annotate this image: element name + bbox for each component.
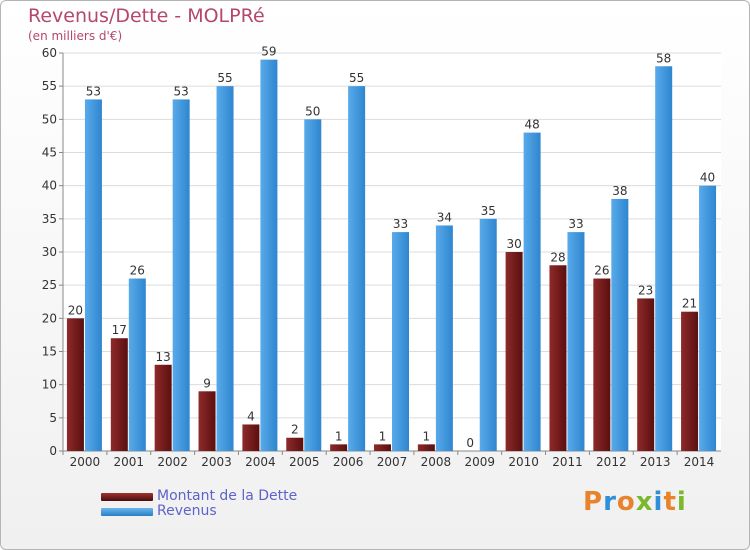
- legend-label-dette: Montant de la Dette: [157, 488, 298, 504]
- data-label-revenus: 55: [217, 71, 232, 85]
- bar-revenus: [260, 59, 278, 452]
- data-label-revenus: 33: [568, 217, 583, 231]
- chart-title: Revenus/Dette - MOLPRé: [28, 5, 265, 27]
- bar-revenus: [699, 185, 717, 451]
- legend-swatch-dette: [101, 493, 153, 501]
- y-tick-label: 20: [42, 311, 57, 325]
- bar-revenus: [567, 232, 585, 451]
- x-tick-label: 2014: [684, 455, 715, 469]
- legend-label-revenus: Revenus: [157, 503, 217, 519]
- bar-revenus: [523, 132, 541, 451]
- bar-revenus: [128, 278, 146, 451]
- bar-dette: [66, 318, 84, 451]
- data-label-revenus: 35: [481, 204, 496, 218]
- data-label-revenus: 40: [700, 171, 715, 185]
- data-label-revenus: 53: [86, 84, 101, 98]
- data-label-dette: 30: [506, 237, 521, 251]
- data-label-dette: 13: [156, 350, 171, 364]
- legend-swatch-revenus: [101, 508, 153, 516]
- data-label-revenus: 33: [393, 217, 408, 231]
- chart-subtitle: (en milliers d'€): [28, 29, 123, 43]
- bar-revenus: [435, 225, 453, 451]
- bar-revenus: [304, 119, 322, 451]
- data-label-dette: 1: [423, 429, 431, 443]
- bar-dette: [593, 278, 611, 451]
- data-label-dette: 26: [594, 264, 609, 278]
- bar-revenus: [216, 86, 234, 452]
- data-label-dette: 20: [68, 303, 83, 317]
- y-tick-label: 5: [49, 411, 57, 425]
- x-tick-label: 2012: [596, 455, 627, 469]
- bar-revenus: [611, 198, 629, 451]
- bar-revenus: [479, 218, 497, 451]
- data-label-revenus: 26: [130, 264, 145, 278]
- data-label-revenus: 34: [437, 210, 452, 224]
- bar-dette: [110, 338, 128, 451]
- data-label-dette: 0: [466, 436, 474, 450]
- data-label-dette: 17: [112, 323, 127, 337]
- data-label-revenus: 55: [349, 71, 364, 85]
- y-tick-label: 35: [42, 212, 57, 226]
- y-tick-label: 50: [42, 112, 57, 126]
- bar-revenus: [84, 99, 102, 451]
- data-label-dette: 23: [638, 283, 653, 297]
- x-tick-label: 2011: [552, 455, 583, 469]
- bar-dette: [154, 364, 172, 451]
- bar-dette: [286, 437, 304, 451]
- x-tick-label: 2003: [201, 455, 232, 469]
- data-label-revenus: 53: [174, 84, 189, 98]
- x-tick-label: 2013: [640, 455, 671, 469]
- x-tick-label: 2010: [508, 455, 539, 469]
- data-label-dette: 9: [203, 376, 211, 390]
- y-tick-label: 40: [42, 179, 57, 193]
- x-tick-label: 2005: [289, 455, 320, 469]
- data-label-dette: 21: [682, 297, 697, 311]
- bar-dette: [242, 424, 260, 451]
- bar-dette: [681, 311, 699, 451]
- x-tick-label: 2002: [157, 455, 188, 469]
- bar-dette: [637, 298, 655, 451]
- data-label-revenus: 38: [612, 184, 627, 198]
- proxiti-logo: Proxiti: [583, 487, 687, 517]
- x-tick-label: 2001: [114, 455, 145, 469]
- bar-dette: [330, 444, 348, 451]
- x-tick-label: 2008: [421, 455, 452, 469]
- bar-revenus: [172, 99, 190, 451]
- x-tick-label: 2004: [245, 455, 276, 469]
- y-tick-label: 25: [42, 278, 57, 292]
- y-tick-label: 15: [42, 345, 57, 359]
- data-label-revenus: 59: [261, 45, 276, 59]
- data-label-dette: 28: [550, 250, 565, 264]
- x-tick-label: 2006: [333, 455, 364, 469]
- data-label-revenus: 50: [305, 104, 320, 118]
- data-label-dette: 1: [379, 429, 387, 443]
- bar-revenus: [655, 66, 673, 452]
- y-tick-label: 55: [42, 79, 57, 93]
- y-tick-label: 10: [42, 378, 57, 392]
- y-tick-label: 30: [42, 245, 57, 259]
- bar-revenus: [392, 232, 409, 451]
- y-tick-label: 45: [42, 146, 57, 160]
- data-label-revenus: 58: [656, 51, 671, 65]
- bar-dette: [374, 444, 391, 451]
- bar-dette: [505, 252, 523, 451]
- x-tick-label: 2007: [377, 455, 408, 469]
- bar-dette: [198, 391, 216, 451]
- bar-dette: [417, 444, 435, 451]
- y-tick-label: 60: [42, 46, 57, 60]
- bar-revenus: [348, 86, 366, 452]
- bar-dette: [549, 265, 567, 451]
- x-tick-label: 2009: [464, 455, 495, 469]
- data-label-dette: 4: [247, 409, 255, 423]
- data-label-dette: 1: [335, 429, 343, 443]
- data-label-dette: 2: [291, 423, 299, 437]
- x-tick-label: 2000: [70, 455, 101, 469]
- data-label-revenus: 48: [524, 118, 539, 132]
- y-tick-label: 0: [49, 444, 57, 458]
